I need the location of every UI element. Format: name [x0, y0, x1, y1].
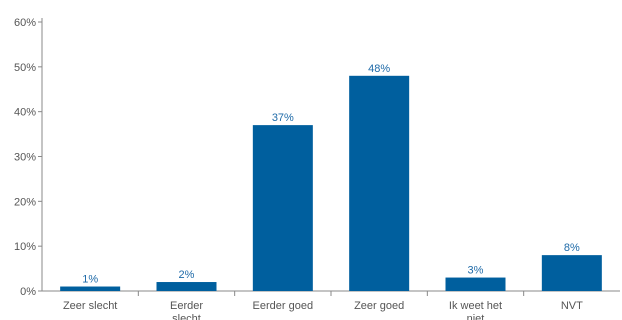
- category-label: Eerder goed: [253, 300, 314, 312]
- bar: [349, 75, 410, 291]
- y-tick-label: 60%: [14, 17, 36, 29]
- bar: [445, 277, 506, 291]
- bars: 1% 2% 37% 48% 3% 8%: [60, 63, 602, 291]
- data-label: 1%: [82, 274, 98, 286]
- y-axis: 0% 10% 20% 30% 40% 50% 60%: [14, 17, 43, 298]
- data-label: 3%: [468, 265, 484, 277]
- y-tick-label: 10%: [14, 241, 36, 253]
- data-label: 2%: [179, 269, 195, 281]
- bar: [541, 255, 602, 291]
- category-label: Zeer slecht: [63, 300, 117, 312]
- y-tick-label: 50%: [14, 62, 36, 74]
- bar: [252, 125, 313, 291]
- x-axis: Zeer slecht Eerder slecht Eerder goed Zeer g…: [42, 290, 620, 320]
- category-label: Ik weet het niet: [449, 300, 502, 320]
- y-tick-label: 40%: [14, 107, 36, 119]
- category-label: Zeer goed: [354, 300, 404, 312]
- bar: [60, 286, 121, 291]
- y-tick-label: 20%: [14, 196, 36, 208]
- bar: [156, 282, 217, 291]
- data-label: 37%: [272, 112, 294, 124]
- category-label: Eerder slecht: [170, 300, 203, 320]
- category-label: NVT: [561, 300, 583, 312]
- y-tick-label: 30%: [14, 152, 36, 164]
- y-tick-label: 0%: [20, 286, 36, 298]
- data-label: 48%: [368, 63, 390, 75]
- data-label: 8%: [564, 242, 580, 254]
